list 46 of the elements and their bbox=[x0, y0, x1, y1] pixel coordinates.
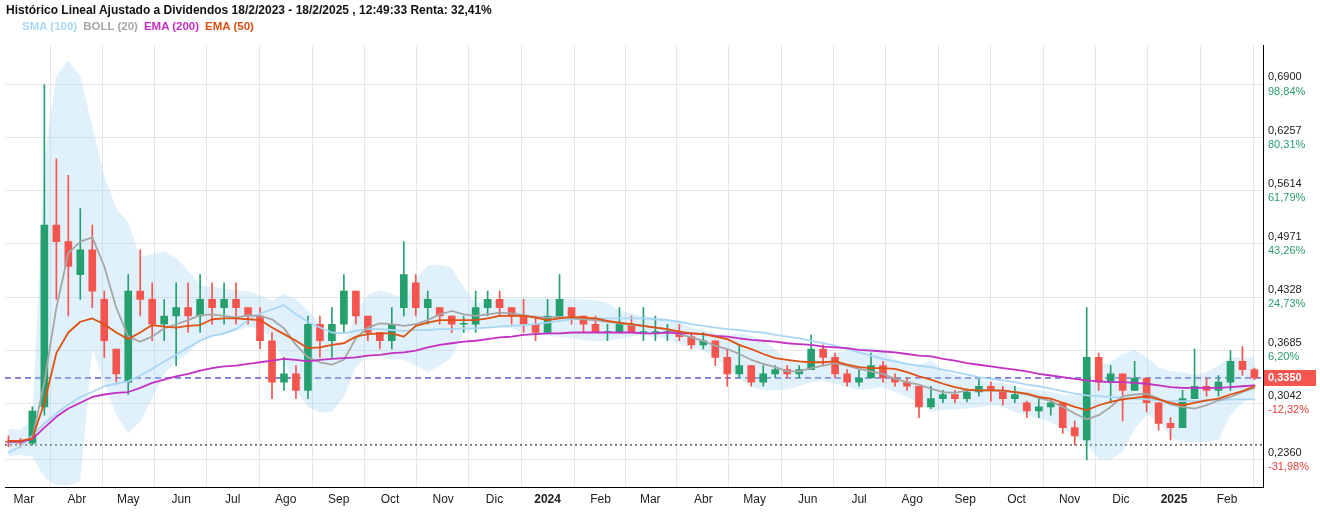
y2-tick-label: 61,79% bbox=[1268, 190, 1306, 203]
x-tick-label: Jul bbox=[851, 492, 867, 507]
x-tick-label: May bbox=[743, 492, 766, 507]
x-tick-label: Ago bbox=[901, 492, 924, 507]
x-tick-label: Sep bbox=[954, 492, 977, 507]
y-tick-label: 0,6900 bbox=[1268, 70, 1302, 83]
x-tick-label: Nov bbox=[432, 492, 454, 507]
y2-tick-label: -31,98% bbox=[1268, 459, 1310, 472]
x-tick-label: Dic bbox=[1112, 492, 1130, 507]
y-tick-label: 0,4971 bbox=[1268, 229, 1302, 242]
x-tick-label: Oct bbox=[380, 492, 401, 507]
x-tick-label: Jun bbox=[798, 492, 818, 507]
x-tick-label: Feb bbox=[590, 492, 612, 507]
x-tick-label: Feb bbox=[1216, 492, 1238, 507]
chart-title: Histórico Lineal Ajustado a Dividendos 18/2/2023 - 18/2/2025 , 12:49:33 Renta: 32,41% bbox=[6, 3, 493, 17]
x-tick-label: 2025 bbox=[1160, 492, 1188, 507]
y-tick-label: 0,3685 bbox=[1268, 336, 1302, 349]
y-tick-label: 0,2360 bbox=[1268, 445, 1302, 458]
y-tick-label: 0,4328 bbox=[1268, 283, 1302, 296]
x-tick-label: Abr bbox=[693, 492, 713, 507]
text: BOLL (20) bbox=[83, 20, 138, 32]
y2-tick-label: 43,26% bbox=[1268, 243, 1306, 256]
x-tick-label: Ago bbox=[275, 492, 297, 507]
x-tick-label: Dic bbox=[485, 492, 504, 507]
x-tick-label: Abr bbox=[67, 492, 87, 507]
y2-tick-label: 6,20% bbox=[1268, 350, 1300, 363]
y2-tick-label: 24,73% bbox=[1268, 297, 1306, 310]
text: SMA (100) bbox=[22, 20, 78, 32]
y-tick-label: 0,5614 bbox=[1268, 176, 1302, 189]
x-tick-label: Oct bbox=[1007, 492, 1027, 507]
x-tick-label: Sep bbox=[328, 492, 350, 507]
x-tick-label: Jul bbox=[224, 492, 241, 507]
ref-line-label: 0,3350 bbox=[1268, 371, 1302, 383]
y2-tick-label: 80,31% bbox=[1268, 137, 1306, 150]
y2-tick-label: 98,84% bbox=[1268, 84, 1306, 97]
x-tick-label: Mar bbox=[639, 492, 661, 507]
x-tick-label: Jun bbox=[171, 492, 191, 507]
x-tick-label: May bbox=[116, 492, 140, 507]
text: EMA (50) bbox=[205, 20, 254, 32]
y-tick-label: 0,6257 bbox=[1268, 123, 1302, 136]
y-tick-label: 0,3042 bbox=[1268, 389, 1302, 402]
x-tick-label: Mar bbox=[13, 492, 35, 507]
x-tick-label: Nov bbox=[1058, 492, 1081, 507]
text: EMA (200) bbox=[143, 20, 200, 32]
y2-tick-label: -12,32% bbox=[1268, 403, 1310, 416]
x-tick-label: 2024 bbox=[534, 492, 562, 507]
